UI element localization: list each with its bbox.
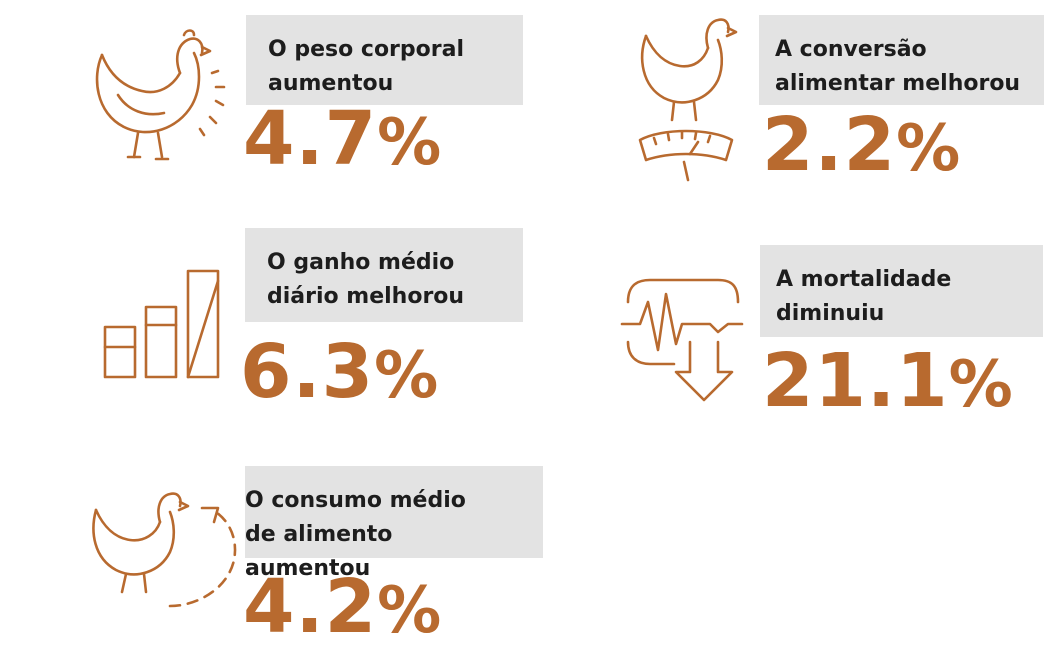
- chicken-on-scale-icon: [638, 18, 738, 182]
- stat-value: 21.1%: [762, 344, 1014, 418]
- stat-unit: %: [374, 339, 440, 413]
- chicken-cycle-icon: [92, 492, 237, 608]
- stat-number: 21.1: [762, 338, 949, 424]
- stat-value: 4.2%: [243, 570, 442, 644]
- stat-label: O ganho médio diário melhorou: [267, 250, 465, 309]
- stat-label-box: O peso corporal aumentou: [246, 15, 523, 105]
- stat-value: 4.7%: [243, 102, 442, 176]
- stat-unit: %: [377, 574, 443, 648]
- stat-unit: %: [896, 112, 962, 186]
- heartbeat-down-arrow-icon: [620, 278, 744, 402]
- stat-unit: %: [377, 106, 443, 180]
- stat-label: A mortalidade diminuiu: [776, 267, 952, 326]
- stat-value: 2.2%: [762, 108, 961, 182]
- stat-label-box: A conversão alimentar melhorou: [759, 15, 1044, 105]
- stat-label-box: O consumo médio de alimento aumentou: [245, 466, 543, 581]
- stat-label: O consumo médio de alimento aumentou: [245, 488, 466, 581]
- bar-chart-icon: [103, 269, 220, 379]
- stat-value: 6.3%: [240, 335, 439, 409]
- stat-number: 2.2: [762, 102, 897, 188]
- stat-number: 4.2: [243, 564, 378, 650]
- stat-label-box: O ganho médio diário melhorou: [245, 228, 523, 322]
- stat-unit: %: [948, 348, 1014, 422]
- stat-label: O peso corporal aumentou: [268, 37, 465, 96]
- chicken-icon: [95, 29, 226, 161]
- stat-label: A conversão alimentar melhorou: [775, 37, 1021, 96]
- stat-label-box: A mortalidade diminuiu: [760, 245, 1043, 337]
- stat-number: 6.3: [240, 329, 375, 415]
- stat-number: 4.7: [243, 96, 378, 182]
